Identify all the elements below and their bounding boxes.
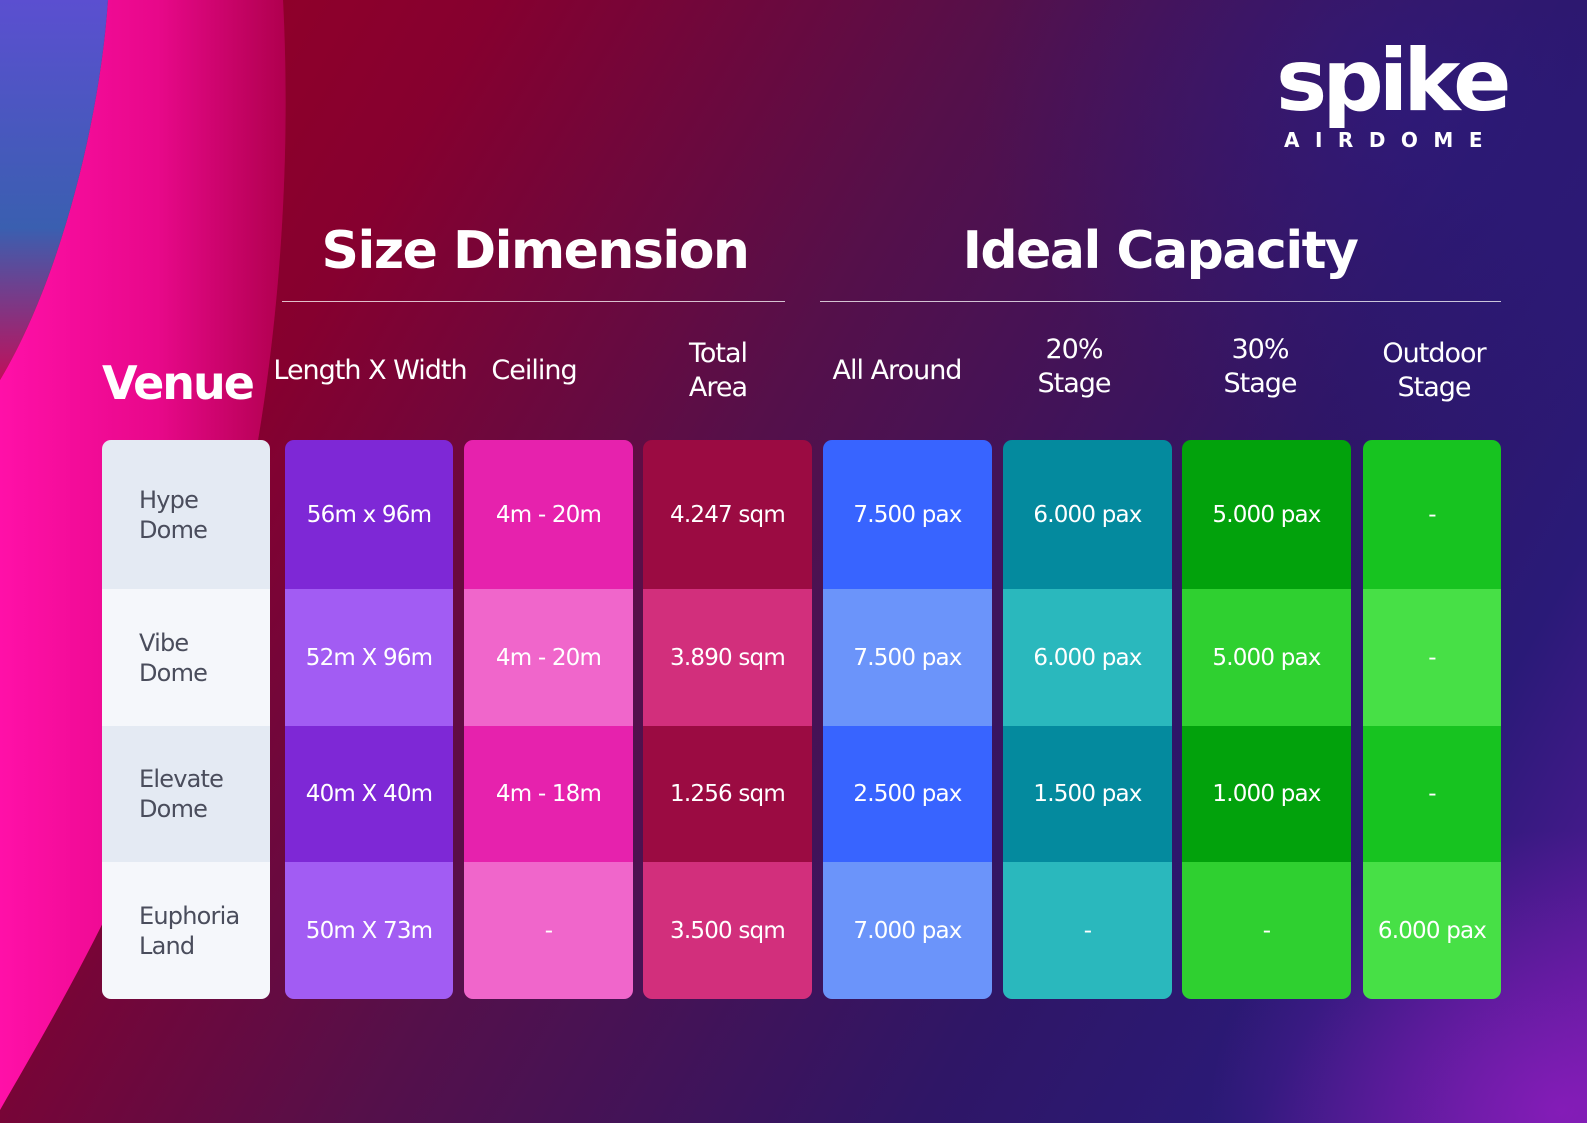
total-area-cell: 1.256 sqm (643, 726, 812, 862)
stage-30-cell: 1.000 pax (1182, 726, 1351, 862)
venue-name-line2: Dome (139, 658, 208, 687)
ceiling-cell: 4m - 20m (464, 440, 633, 589)
venue-cell: Euphoria Land (102, 862, 270, 999)
outdoor-stage-cell: - (1363, 589, 1501, 726)
outdoor-stage-cell: - (1363, 726, 1501, 862)
spike-airdome-logo: spike AIRDOME (1270, 31, 1511, 156)
outdoor-stage-cell: - (1363, 440, 1501, 589)
ceiling-header: Ceiling (464, 326, 604, 416)
stage-30-cell: - (1182, 862, 1351, 999)
outdoor-stage-header: Outdoor Stage (1364, 326, 1504, 416)
outdoor-stage-header-line2: Stage (1397, 372, 1471, 403)
outdoor-stage-column: - - - 6.000 pax (1363, 440, 1501, 999)
stage-30-cell: 5.000 pax (1182, 589, 1351, 726)
venue-cell: Hype Dome (102, 440, 270, 589)
size-dimension-divider (282, 301, 785, 302)
length-width-cell: 56m x 96m (285, 440, 453, 589)
all-around-cell: 7.500 pax (823, 589, 992, 726)
stage-20-header-line1: 20% (1045, 334, 1103, 365)
ceiling-column: 4m - 20m 4m - 20m 4m - 18m - (464, 440, 633, 999)
total-area-cell: 3.500 sqm (643, 862, 812, 999)
ideal-capacity-divider (820, 301, 1501, 302)
venue-name-line1: Euphoria (139, 901, 240, 930)
stage-30-header-line2: Stage (1223, 368, 1297, 399)
stage-20-cell: 6.000 pax (1003, 589, 1172, 726)
venue-cell: Vibe Dome (102, 589, 270, 726)
venue-name-line1: Vibe (139, 628, 189, 657)
venue-name-line2: Land (139, 931, 195, 960)
total-area-cell: 4.247 sqm (643, 440, 812, 589)
venue-name-line1: Hype (139, 485, 199, 514)
total-area-header-line1: Total (688, 338, 748, 369)
stage-20-cell: - (1003, 862, 1172, 999)
stage-30-column: 5.000 pax 5.000 pax 1.000 pax - (1182, 440, 1351, 999)
length-width-header-label: Length X Width (273, 355, 467, 386)
venue-column: Hype Dome Vibe Dome Elevate Dome Euphoria La… (102, 440, 270, 999)
venue-name-line1: Elevate (139, 765, 224, 793)
stage-20-cell: 1.500 pax (1003, 726, 1172, 862)
logo-wordmark: spike (1276, 31, 1511, 131)
venue-cell: Elevate Dome (102, 726, 270, 862)
stage-30-header: 30% Stage (1190, 322, 1330, 412)
ceiling-cell: 4m - 20m (464, 589, 633, 726)
size-dimension-title: Size Dimension (321, 221, 750, 281)
length-width-header: Length X Width (272, 326, 468, 416)
outdoor-stage-header-line1: Outdoor (1382, 338, 1486, 369)
stage-20-cell: 6.000 pax (1003, 440, 1172, 589)
ideal-capacity-title: Ideal Capacity (962, 221, 1359, 281)
all-around-column: 7.500 pax 7.500 pax 2.500 pax 7.000 pax (823, 440, 992, 999)
length-width-column: 56m x 96m 52m X 96m 40m X 40m 50m X 73m (285, 440, 453, 999)
all-around-cell: 7.500 pax (823, 440, 992, 589)
length-width-cell: 50m X 73m (285, 862, 453, 999)
total-area-header-line2: Area (688, 372, 748, 403)
venue-name-line2: Dome (139, 515, 208, 544)
total-area-column: 4.247 sqm 3.890 sqm 1.256 sqm 3.500 sqm (643, 440, 812, 999)
stage-20-header-line2: Stage (1037, 368, 1111, 399)
stage-20-column: 6.000 pax 6.000 pax 1.500 pax - (1003, 440, 1172, 999)
outdoor-stage-cell: 6.000 pax (1363, 862, 1501, 999)
ceiling-cell: - (464, 862, 633, 999)
all-around-header-label: All Around (832, 355, 963, 386)
venue-header: Venue (102, 356, 255, 410)
stage-30-cell: 5.000 pax (1182, 440, 1351, 589)
stage-30-header-line1: 30% (1231, 334, 1289, 365)
logo-subtitle: AIRDOME (1284, 128, 1498, 152)
ceiling-header-label: Ceiling (491, 355, 577, 386)
length-width-cell: 52m X 96m (285, 589, 453, 726)
all-around-cell: 7.000 pax (823, 862, 992, 999)
stage-20-header: 20% Stage (1004, 322, 1144, 412)
total-area-header: Total Area (648, 326, 788, 416)
total-area-cell: 3.890 sqm (643, 589, 812, 726)
ceiling-cell: 4m - 18m (464, 726, 633, 862)
venue-name-line2: Dome (139, 795, 208, 823)
all-around-cell: 2.500 pax (823, 726, 992, 862)
all-around-header: All Around (822, 326, 972, 416)
length-width-cell: 40m X 40m (285, 726, 453, 862)
